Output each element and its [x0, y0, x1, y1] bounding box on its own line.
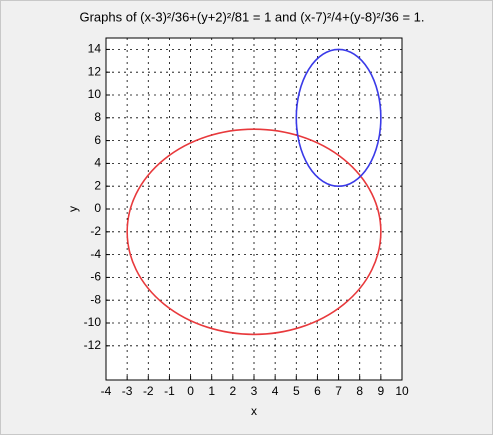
x-tick-label: 6 [314, 384, 321, 398]
x-tick-label: 7 [335, 384, 342, 398]
y-tick-label: 8 [94, 110, 101, 124]
y-axis-label: y [66, 206, 80, 212]
y-tick-label: 4 [94, 156, 101, 170]
y-tick-label: 2 [94, 178, 101, 192]
plot-border [105, 37, 403, 381]
x-tick-label: 4 [272, 384, 279, 398]
x-tick-label: 0 [187, 384, 194, 398]
plot-area [106, 38, 402, 380]
y-tick-label: 14 [88, 42, 102, 56]
x-axis-label: x [251, 404, 257, 418]
y-tick-label: -12 [84, 338, 102, 352]
x-tick-label: 3 [251, 384, 258, 398]
x-tick-label: 5 [293, 384, 300, 398]
y-tick-label: 10 [88, 87, 102, 101]
y-tick-label: -8 [90, 292, 101, 306]
x-tick-label: 2 [230, 384, 237, 398]
x-tick-label: -2 [143, 384, 154, 398]
x-tick-label: -1 [164, 384, 175, 398]
x-tick-label: -4 [101, 384, 112, 398]
y-tick-label: -6 [90, 270, 101, 284]
y-tick-label: 0 [94, 201, 101, 215]
y-tick-label: 12 [88, 64, 102, 78]
ellipse-curve [295, 48, 382, 188]
y-tick-label: 6 [94, 133, 101, 147]
x-tick-label: -3 [122, 384, 133, 398]
x-tick-label: 9 [378, 384, 385, 398]
x-tick-label: 10 [395, 384, 409, 398]
y-tick-label: -2 [90, 224, 101, 238]
ellipse-curve [126, 128, 382, 336]
x-tick-label: 1 [208, 384, 215, 398]
y-tick-label: -10 [84, 315, 102, 329]
x-tick-label: 8 [356, 384, 363, 398]
y-tick-label: -4 [90, 247, 101, 261]
chart-title: Graphs of (x-3)²/36+(y+2)²/81 = 1 and (x… [79, 9, 424, 24]
